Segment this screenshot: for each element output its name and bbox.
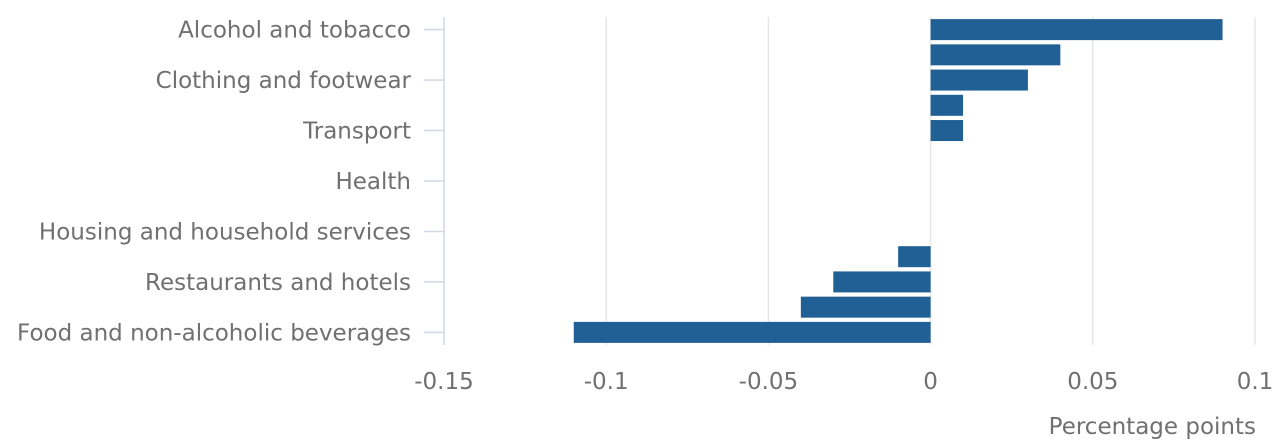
category-label: Alcohol and tobacco <box>178 18 411 44</box>
bar <box>930 19 1223 41</box>
category-label: Transport <box>302 119 411 145</box>
category-label: Food and non-alcoholic beverages <box>17 320 411 346</box>
bar <box>898 246 931 268</box>
bar <box>833 271 931 293</box>
bar <box>930 94 964 116</box>
x-tick-label: -0.15 <box>414 369 474 395</box>
x-tick-labels: -0.15 -0.1 -0.05 0 0.05 0.1 <box>414 369 1272 395</box>
category-labels: Alcohol and tobacco Clothing and footwear… <box>17 18 412 347</box>
x-tick-label: -0.1 <box>584 369 629 395</box>
bars <box>573 19 1223 343</box>
x-tick-label: 0.05 <box>1067 369 1118 395</box>
x-axis-title: Percentage points <box>1049 414 1256 440</box>
bar <box>930 69 1028 91</box>
x-tick-label: 0.1 <box>1237 369 1272 395</box>
x-tick-label: 0 <box>923 369 938 395</box>
y-axis <box>424 17 445 345</box>
category-label: Clothing and footwear <box>156 68 412 94</box>
category-label: Health <box>335 169 411 195</box>
category-label: Housing and household services <box>39 219 411 245</box>
gridlines <box>605 17 1256 345</box>
x-tick-label: -0.05 <box>739 369 799 395</box>
bar <box>930 120 964 142</box>
category-label: Restaurants and hotels <box>145 270 411 296</box>
bar <box>930 44 1061 66</box>
bar <box>800 296 931 318</box>
bar <box>573 321 931 343</box>
